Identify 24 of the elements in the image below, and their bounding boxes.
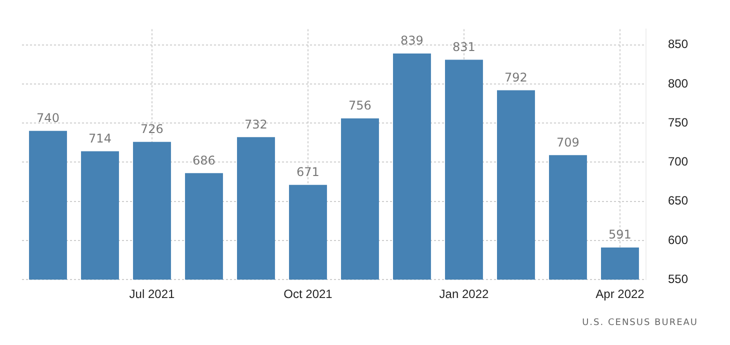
- data-label: 831: [452, 40, 476, 54]
- y-tick-label: 600: [668, 232, 688, 247]
- y-tick-label: 850: [668, 37, 688, 52]
- x-tick-label: Apr 2022: [596, 287, 645, 302]
- x-tick-label: Jan 2022: [439, 287, 489, 302]
- data-label: 792: [504, 70, 528, 84]
- data-label: 732: [244, 117, 268, 132]
- data-label: 591: [608, 228, 632, 242]
- y-tick-label: 650: [668, 194, 688, 208]
- data-label: 671: [296, 165, 320, 180]
- data-label: 709: [556, 135, 580, 150]
- text: U.S. CENSUS BUREAU: [582, 318, 698, 328]
- data-label: 686: [192, 153, 216, 168]
- data-label: 839: [400, 34, 424, 48]
- x-tick-label: Jul 2021: [129, 287, 176, 302]
- data-label: 756: [348, 98, 372, 113]
- y-tick-label: 700: [668, 154, 688, 169]
- y-tick-label: 750: [668, 115, 688, 130]
- y-tick-label: 800: [668, 76, 688, 90]
- data-label: 726: [140, 122, 164, 136]
- data-label: 740: [36, 111, 60, 126]
- data-label: 714: [88, 131, 112, 146]
- x-tick-label: Oct 2021: [284, 287, 333, 302]
- y-tick-label: 550: [668, 272, 688, 286]
